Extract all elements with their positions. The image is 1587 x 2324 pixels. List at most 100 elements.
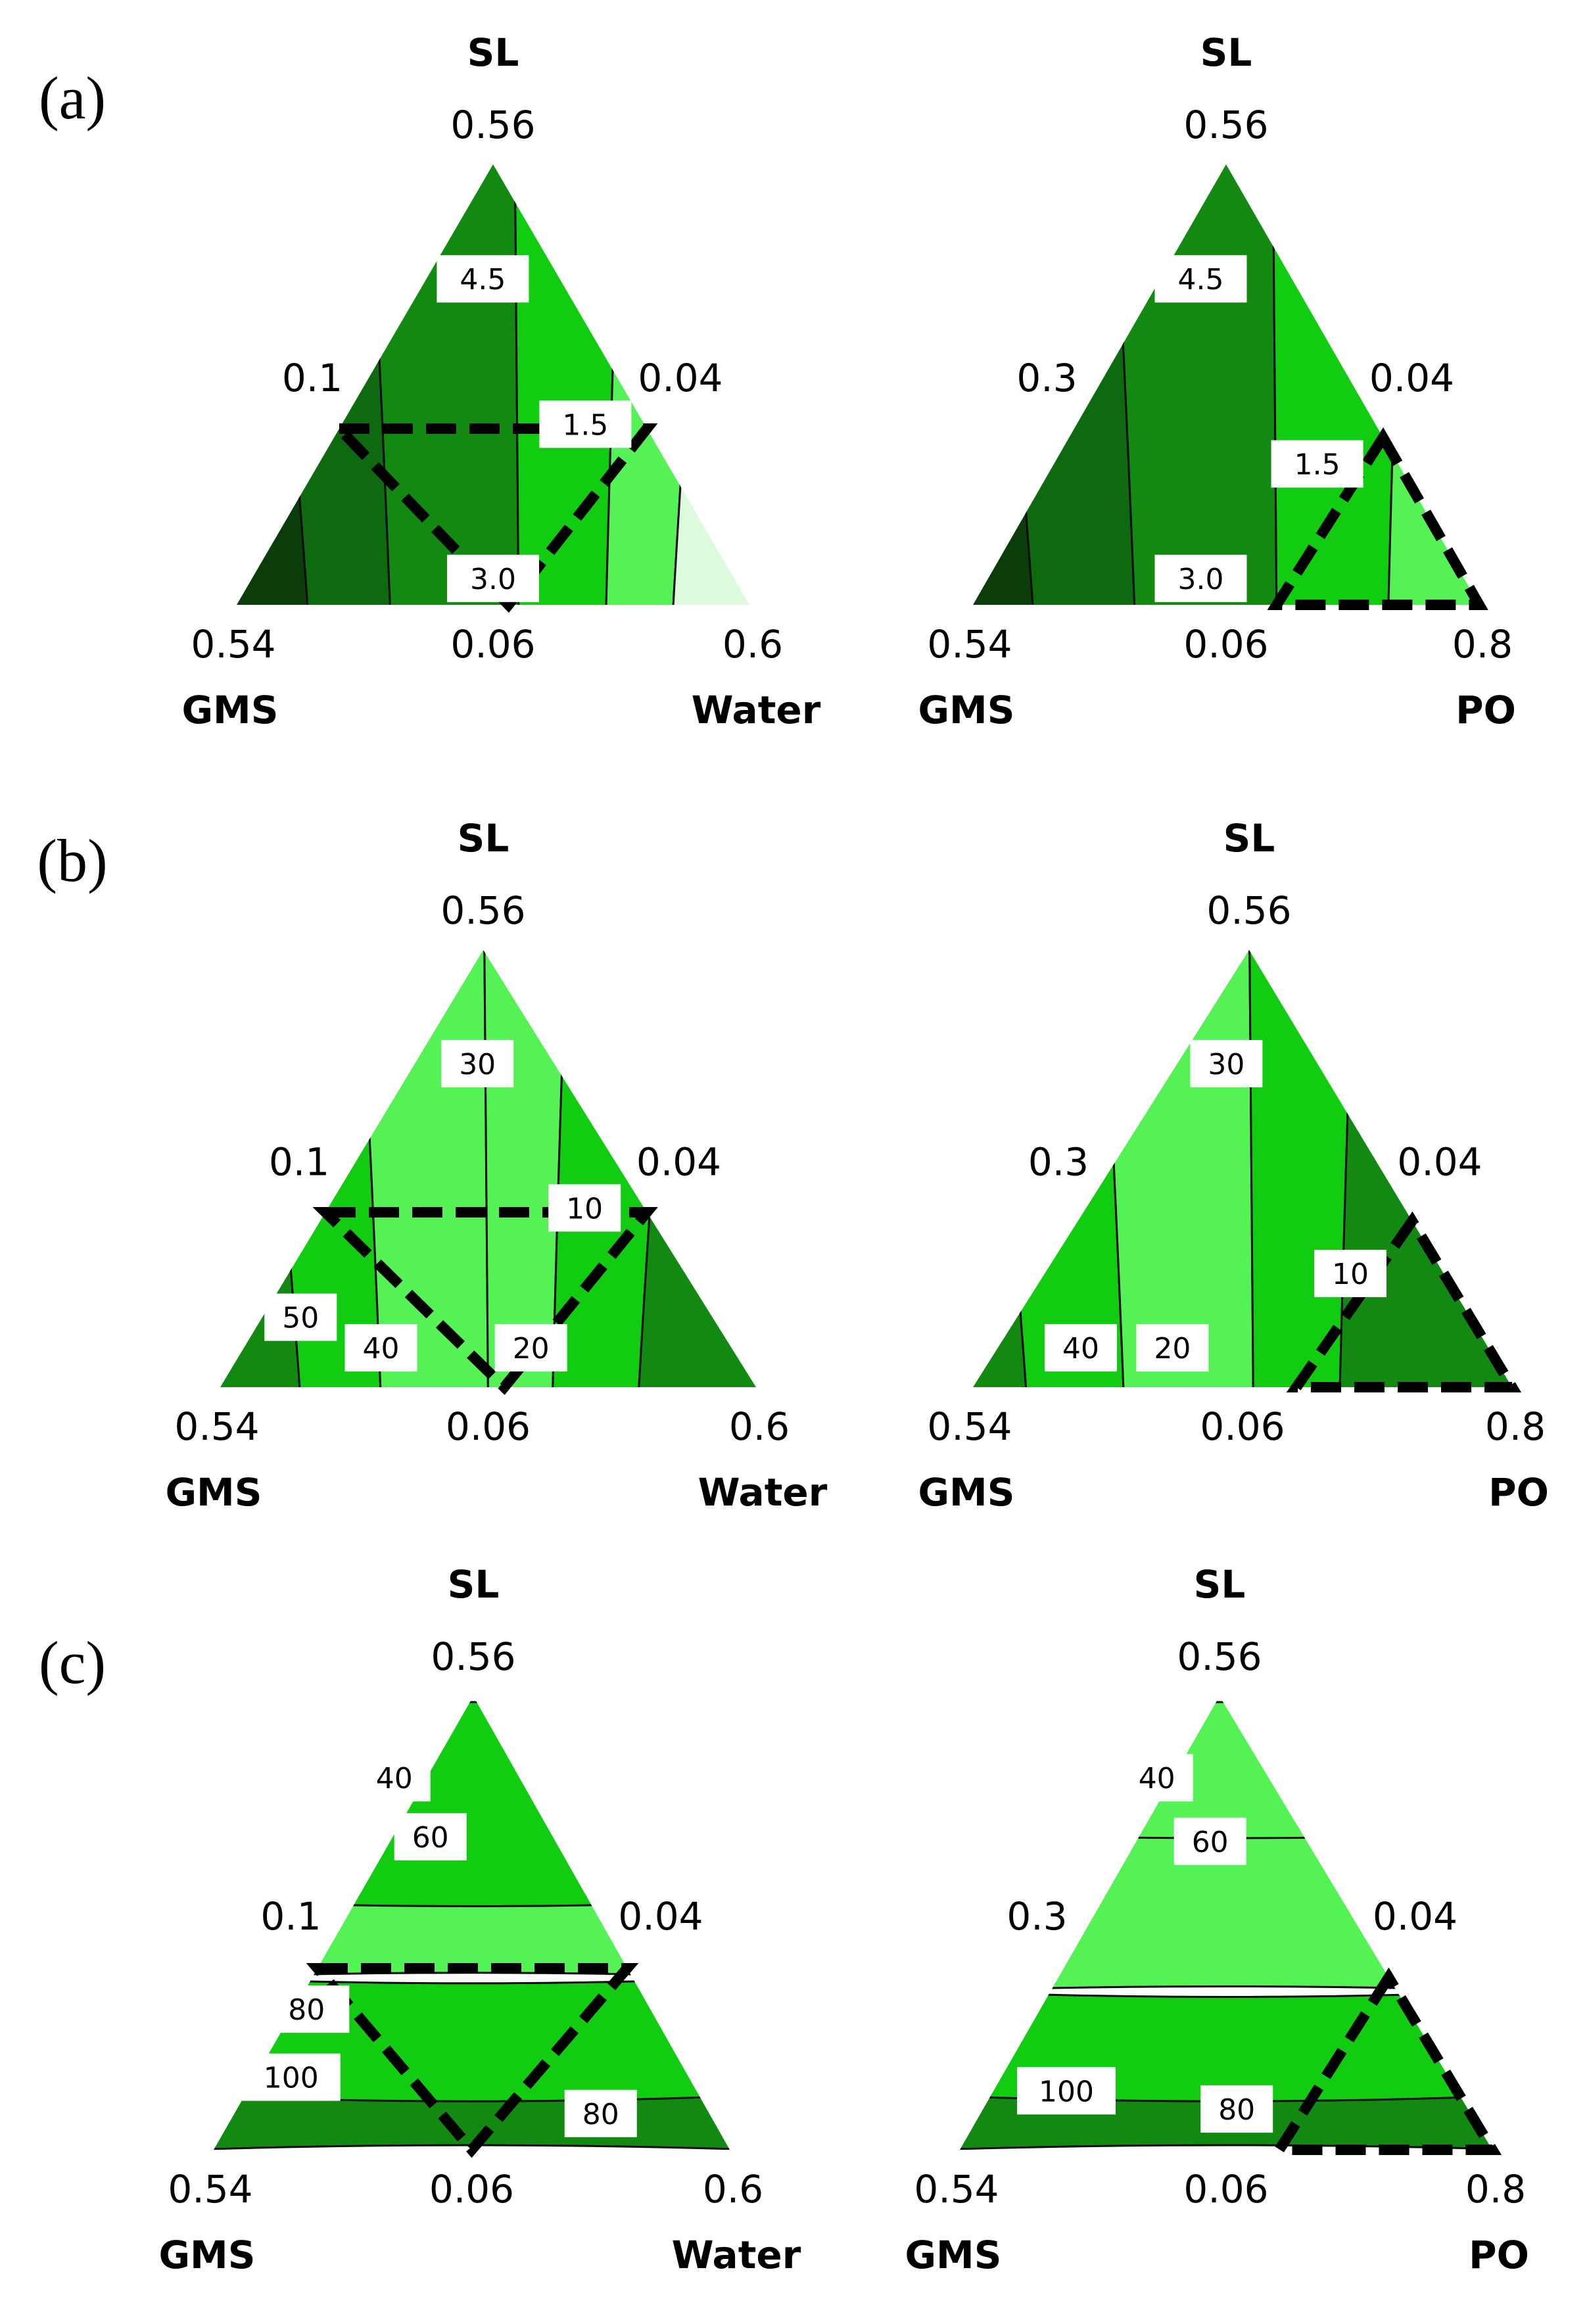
contour-band bbox=[973, 950, 1028, 1387]
ternary-panel-2: 4.5 1.5 3.0 SL 0.56 0.3 0.04 0.54 0.06 0.8 GMS PO bbox=[918, 30, 1516, 732]
contour-label: 80 bbox=[582, 2098, 619, 2131]
tick-bottom-mid: 0.06 bbox=[450, 622, 535, 667]
contour-label-box bbox=[394, 1813, 467, 1861]
vertex-label-left: GMS bbox=[918, 1470, 1014, 1515]
tick-top: 0.56 bbox=[1206, 888, 1291, 933]
contour-label-box bbox=[264, 1293, 337, 1341]
tick-bottom-left: 0.54 bbox=[927, 1404, 1012, 1449]
vertex-label-left: GMS bbox=[165, 1470, 262, 1515]
vertex-label-right: Water bbox=[692, 688, 821, 732]
feasible-region-dashed bbox=[1269, 1967, 1502, 2155]
contour-band bbox=[1111, 164, 1278, 605]
ternary-panel-3: 30 10 50 40 20 SL 0.56 0.1 0.04 0.54 0.06 0.6 GMS Wat… bbox=[37, 816, 827, 1515]
contour-label-box bbox=[447, 554, 539, 602]
contour-label-box bbox=[1154, 255, 1247, 303]
contour-label: 3.0 bbox=[470, 563, 516, 596]
tick-right-side: 0.04 bbox=[618, 1894, 703, 1939]
feasible-region-dashed bbox=[306, 1963, 639, 2158]
tick-bottom-right: 0.6 bbox=[722, 622, 783, 667]
tick-bottom-left: 0.54 bbox=[927, 622, 1012, 667]
contour-label: 40 bbox=[363, 1332, 400, 1365]
contour-label: 80 bbox=[1218, 2093, 1255, 2127]
feasible-region-dashed bbox=[327, 423, 658, 613]
panel-letter: (c) bbox=[39, 1629, 106, 1696]
tick-right-side: 0.04 bbox=[1369, 356, 1454, 400]
feasible-region-dashed bbox=[1267, 427, 1488, 610]
vertex-label-right: Water bbox=[672, 2233, 801, 2277]
vertex-label-right: PO bbox=[1469, 2233, 1529, 2277]
tick-left-side: 0.1 bbox=[260, 1894, 321, 1939]
contour-label: 30 bbox=[459, 1048, 496, 1081]
panel-letter: (b) bbox=[37, 827, 107, 894]
tick-left-side: 0.1 bbox=[269, 1140, 329, 1185]
contour-label: 60 bbox=[1192, 1826, 1229, 1859]
feasible-region-dashed bbox=[1286, 1211, 1522, 1392]
tick-bottom-mid: 0.06 bbox=[1200, 1404, 1285, 1449]
contour-label-box bbox=[494, 1324, 567, 1372]
tick-top: 0.56 bbox=[431, 1634, 515, 1679]
contour-label: 4.5 bbox=[460, 263, 506, 296]
tick-bottom-mid: 0.06 bbox=[429, 2167, 514, 2212]
tick-bottom-mid: 0.06 bbox=[446, 1404, 531, 1449]
tick-top: 0.56 bbox=[1183, 103, 1268, 147]
tick-bottom-right: 0.6 bbox=[703, 2167, 763, 2212]
ternary-panel-4: 30 10 40 20 SL 0.56 0.3 0.04 0.54 0.06 0.8 GMS PO bbox=[918, 816, 1549, 1515]
vertex-label-top: SL bbox=[458, 816, 509, 861]
tick-bottom-left: 0.54 bbox=[914, 2167, 999, 2212]
contour-label-box bbox=[1271, 440, 1363, 488]
contour-label-box bbox=[264, 1985, 350, 2033]
tick-right-side: 0.04 bbox=[1397, 1140, 1482, 1185]
tick-bottom-right: 0.6 bbox=[729, 1404, 790, 1449]
contour-label: 4.5 bbox=[1178, 263, 1224, 296]
contour-label: 3.0 bbox=[1178, 563, 1224, 596]
contour-label: 30 bbox=[1208, 1048, 1244, 1081]
contour-label-box bbox=[1200, 2085, 1273, 2133]
contour-band bbox=[214, 1696, 730, 1907]
contour-label-box bbox=[441, 1039, 514, 1087]
tick-bottom-mid: 0.06 bbox=[1183, 2167, 1268, 2212]
vertex-label-top: SL bbox=[1223, 816, 1275, 861]
vertex-label-top: SL bbox=[1200, 30, 1252, 75]
contour-label: 40 bbox=[376, 1762, 413, 1795]
vertex-label-top: SL bbox=[467, 30, 519, 75]
contour-label: 40 bbox=[1139, 1762, 1175, 1795]
tick-bottom-right: 0.8 bbox=[1485, 1404, 1546, 1449]
contour-label-box bbox=[1190, 1039, 1263, 1087]
contour-label-box bbox=[1173, 1817, 1246, 1865]
contour-label: 100 bbox=[1039, 2075, 1094, 2108]
tick-top: 0.56 bbox=[440, 888, 525, 933]
contour-label-box bbox=[1017, 2067, 1116, 2115]
contour-label: 1.5 bbox=[1294, 448, 1340, 482]
ternary-panel-5: 40 60 80 100 80 SL 0.56 0.1 0.04 0.54 0.06 0.6 GMS Wa… bbox=[39, 1562, 801, 2277]
vertex-label-right: PO bbox=[1456, 688, 1516, 732]
contour-label-box bbox=[539, 400, 632, 448]
contour-label-box bbox=[1045, 1324, 1117, 1372]
contour-label: 20 bbox=[1154, 1332, 1191, 1365]
contour-label-box bbox=[344, 1324, 417, 1372]
contour-label-box bbox=[548, 1184, 621, 1232]
panel-letter: (a) bbox=[39, 64, 106, 131]
tick-right-side: 0.04 bbox=[1373, 1894, 1457, 1939]
vertex-label-right: PO bbox=[1488, 1470, 1549, 1515]
tick-left-side: 0.3 bbox=[1016, 356, 1077, 400]
contour-label: 80 bbox=[288, 1993, 325, 2027]
contour-label: 60 bbox=[412, 1821, 449, 1855]
contour-label-box bbox=[1136, 1324, 1209, 1372]
contour-label-box bbox=[437, 255, 529, 303]
tick-top: 0.56 bbox=[450, 103, 535, 147]
vertex-label-left: GMS bbox=[918, 688, 1014, 732]
contour-band bbox=[367, 164, 520, 605]
contour-band bbox=[513, 164, 622, 605]
contour-label-box bbox=[241, 2053, 341, 2101]
contour-label: 1.5 bbox=[562, 408, 608, 442]
tick-top: 0.56 bbox=[1177, 1634, 1262, 1679]
contour-label-box bbox=[1154, 554, 1247, 602]
contour-label-box bbox=[1120, 1754, 1193, 1802]
tick-bottom-left: 0.54 bbox=[174, 1404, 259, 1449]
contour-label-box bbox=[1314, 1250, 1386, 1298]
contour-label: 40 bbox=[1062, 1332, 1099, 1365]
contour-label-box bbox=[564, 2089, 637, 2137]
tick-bottom-mid: 0.06 bbox=[1183, 622, 1268, 667]
vertex-label-left: GMS bbox=[158, 2233, 255, 2277]
